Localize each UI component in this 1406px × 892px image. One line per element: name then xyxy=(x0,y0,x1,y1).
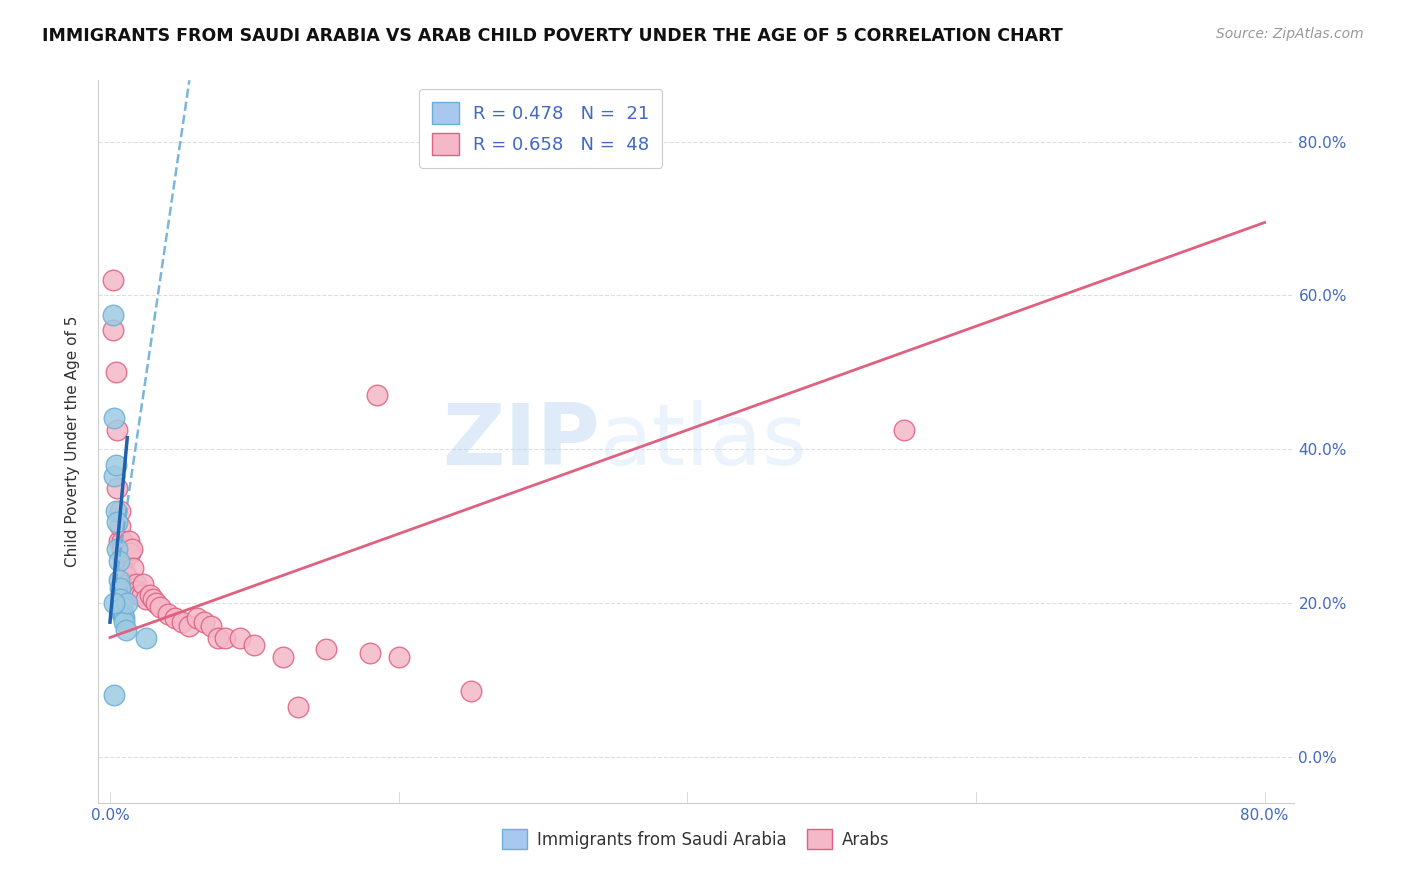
Point xyxy=(122,561,145,575)
Point xyxy=(110,599,132,614)
Point xyxy=(388,649,411,664)
Y-axis label: Child Poverty Under the Age of 5: Child Poverty Under the Age of 5 xyxy=(65,316,80,567)
Point xyxy=(117,596,139,610)
Point xyxy=(105,542,128,557)
Point xyxy=(110,534,132,549)
Point xyxy=(163,611,186,625)
Point xyxy=(139,588,162,602)
Point xyxy=(108,592,131,607)
Point xyxy=(111,549,134,564)
Point xyxy=(132,576,155,591)
Point xyxy=(112,611,135,625)
Point xyxy=(112,565,135,579)
Point xyxy=(131,588,153,602)
Point xyxy=(103,469,125,483)
Point xyxy=(105,515,128,529)
Point xyxy=(359,646,381,660)
Point xyxy=(271,649,294,664)
Point xyxy=(193,615,215,630)
Point xyxy=(214,631,236,645)
Point xyxy=(101,273,124,287)
Point xyxy=(135,631,157,645)
Point xyxy=(101,308,124,322)
Point xyxy=(107,573,129,587)
Point xyxy=(229,631,252,645)
Point xyxy=(128,588,150,602)
Point xyxy=(104,504,127,518)
Point xyxy=(172,615,194,630)
Point xyxy=(186,611,208,625)
Text: atlas: atlas xyxy=(600,400,808,483)
Point xyxy=(142,592,165,607)
Point xyxy=(115,569,138,583)
Point xyxy=(103,596,125,610)
Point xyxy=(112,615,135,630)
Point xyxy=(110,607,132,622)
Point xyxy=(108,519,131,533)
Text: IMMIGRANTS FROM SAUDI ARABIA VS ARAB CHILD POVERTY UNDER THE AGE OF 5 CORRELATIO: IMMIGRANTS FROM SAUDI ARABIA VS ARAB CHI… xyxy=(42,27,1063,45)
Point xyxy=(103,688,125,702)
Point xyxy=(107,554,129,568)
Text: Source: ZipAtlas.com: Source: ZipAtlas.com xyxy=(1216,27,1364,41)
Point xyxy=(108,581,131,595)
Point xyxy=(118,534,141,549)
Point xyxy=(112,554,135,568)
Point xyxy=(105,481,128,495)
Point xyxy=(460,684,482,698)
Text: ZIP: ZIP xyxy=(443,400,600,483)
Point xyxy=(125,576,148,591)
Point xyxy=(243,638,266,652)
Point xyxy=(135,592,157,607)
Point xyxy=(287,699,309,714)
Point xyxy=(101,323,124,337)
Point xyxy=(315,642,337,657)
Point xyxy=(156,607,179,622)
Point xyxy=(117,576,139,591)
Point xyxy=(111,607,134,622)
Point xyxy=(108,504,131,518)
Point xyxy=(103,411,125,425)
Point xyxy=(121,542,143,557)
Point xyxy=(127,584,149,599)
Legend: Immigrants from Saudi Arabia, Arabs: Immigrants from Saudi Arabia, Arabs xyxy=(496,822,896,856)
Point xyxy=(105,423,128,437)
Point xyxy=(145,596,167,610)
Point xyxy=(179,619,201,633)
Point xyxy=(893,423,915,437)
Point xyxy=(207,631,229,645)
Point xyxy=(366,388,388,402)
Point xyxy=(115,623,138,637)
Point xyxy=(120,546,142,560)
Point xyxy=(149,599,172,614)
Point xyxy=(107,534,129,549)
Point xyxy=(200,619,222,633)
Point xyxy=(104,365,127,379)
Point xyxy=(104,458,127,472)
Point xyxy=(110,542,132,557)
